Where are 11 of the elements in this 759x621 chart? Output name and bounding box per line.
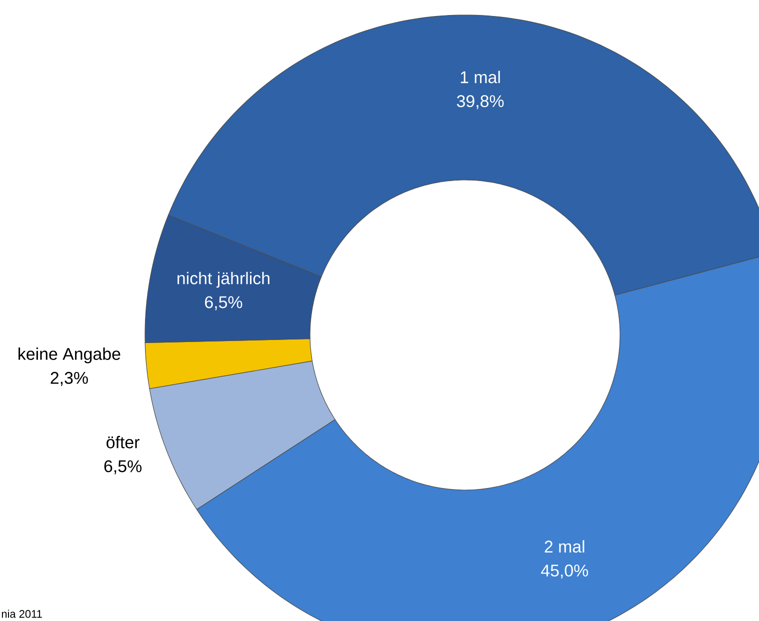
slice-label: keine Angabe xyxy=(18,348,120,364)
text: nia 2011 xyxy=(2,610,42,618)
data-label: 6,5% xyxy=(104,460,142,474)
slice-label: nicht jährlich xyxy=(178,272,270,288)
slice-label: 2 mal xyxy=(544,540,584,553)
data-label: 6,5% xyxy=(205,296,242,310)
slice-label: 1 mal xyxy=(460,70,500,84)
data-label: 2,3% xyxy=(50,372,88,386)
data-label: 45,0% xyxy=(541,564,588,579)
slice-label: öfter xyxy=(106,436,140,448)
data-label: 39,8% xyxy=(456,95,504,110)
